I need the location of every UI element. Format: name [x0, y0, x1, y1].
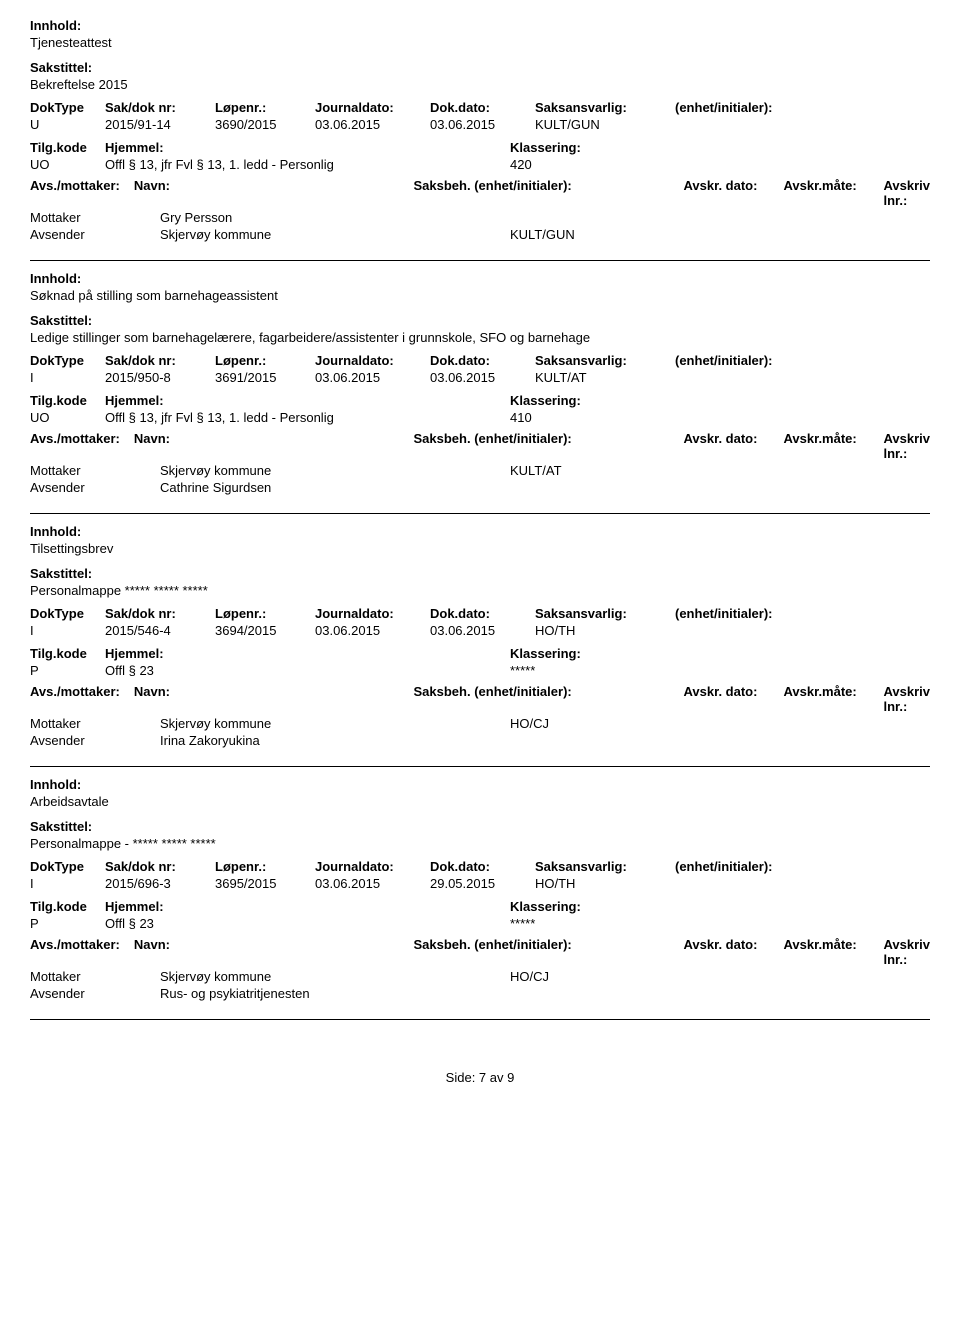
header-row: DokType Sak/dok nr: Løpenr.: Journaldato…	[30, 353, 930, 368]
hdr-avskrmate: Avskr.måte:	[784, 178, 884, 208]
hdr-enhet: (enhet/initialer):	[675, 100, 930, 115]
mottaker-row: Mottaker Skjervøy kommune HO/CJ	[30, 716, 930, 731]
avsender-row: Avsender Cathrine Sigurdsen	[30, 480, 930, 495]
separator	[30, 513, 930, 514]
avs-header: Avs./mottaker: Navn: Saksbeh. (enhet/ini…	[30, 431, 930, 461]
hdr-dokdato: Dok.dato:	[430, 100, 535, 115]
sakstittel-text: Personalmappe - ***** ***** *****	[30, 836, 930, 851]
journal-entry: Innhold: Arbeidsavtale Sakstittel: Perso…	[30, 777, 930, 1001]
journal-entry: Innhold: Søknad på stilling som barnehag…	[30, 271, 930, 495]
label-sakstittel: Sakstittel:	[30, 313, 930, 328]
tilg-data: P Offl § 23 *****	[30, 916, 930, 931]
lbl-avsender: Avsender	[30, 227, 160, 242]
mottaker-row: Mottaker Skjervøy kommune HO/CJ	[30, 969, 930, 984]
label-sakstittel: Sakstittel:	[30, 566, 930, 581]
mottaker-row: Mottaker Gry Persson	[30, 210, 930, 225]
hdr-journaldato: Journaldato:	[315, 100, 430, 115]
tilg-header: Tilg.kode Hjemmel: Klassering:	[30, 140, 930, 155]
innhold-text: Tilsettingsbrev	[30, 541, 930, 556]
avs-header: Avs./mottaker: Navn: Saksbeh. (enhet/ini…	[30, 178, 930, 208]
hdr-tilgkode: Tilg.kode	[30, 140, 105, 155]
header-row: DokType Sak/dok nr: Løpenr.: Journaldato…	[30, 859, 930, 874]
val-avsender-saksbeh: KULT/GUN	[510, 227, 930, 242]
page-footer: Side: 7 av 9	[30, 1070, 930, 1085]
mottaker-row: Mottaker Skjervøy kommune KULT/AT	[30, 463, 930, 478]
lbl-mottaker: Mottaker	[30, 210, 160, 225]
avs-header: Avs./mottaker: Navn: Saksbeh. (enhet/ini…	[30, 937, 930, 967]
avsender-row: Avsender Skjervøy kommune KULT/GUN	[30, 227, 930, 242]
avs-header: Avs./mottaker: Navn: Saksbeh. (enhet/ini…	[30, 684, 930, 714]
sakstittel-text: Bekreftelse 2015	[30, 77, 930, 92]
tilg-data: P Offl § 23 *****	[30, 663, 930, 678]
hdr-hjemmel: Hjemmel:	[105, 140, 510, 155]
label-innhold: Innhold:	[30, 777, 930, 792]
header-row: DokType Sak/dok nr: Løpenr.: Journaldato…	[30, 606, 930, 621]
label-innhold: Innhold:	[30, 271, 930, 286]
hdr-sakdoknr: Sak/dok nr:	[105, 100, 215, 115]
hdr-saksansvarlig: Saksansvarlig:	[535, 100, 675, 115]
innhold-text: Arbeidsavtale	[30, 794, 930, 809]
label-sakstittel: Sakstittel:	[30, 60, 930, 75]
val-klassering: 420	[510, 157, 930, 172]
sakstittel-text: Personalmappe ***** ***** *****	[30, 583, 930, 598]
innhold-text: Tjenesteattest	[30, 35, 930, 50]
data-row: U 2015/91-14 3690/2015 03.06.2015 03.06.…	[30, 117, 930, 132]
val-journaldato: 03.06.2015	[315, 117, 430, 132]
label-sakstittel: Sakstittel:	[30, 819, 930, 834]
sakstittel-text: Ledige stillinger som barnehagelærere, f…	[30, 330, 930, 345]
tilg-header: Tilg.kode Hjemmel: Klassering:	[30, 899, 930, 914]
hdr-klassering: Klassering:	[510, 140, 930, 155]
separator	[30, 260, 930, 261]
separator	[30, 766, 930, 767]
innhold-text: Søknad på stilling som barnehageassisten…	[30, 288, 930, 303]
journal-entry: Innhold: Tilsettingsbrev Sakstittel: Per…	[30, 524, 930, 748]
val-lopenr: 3690/2015	[215, 117, 315, 132]
hdr-navn: Navn:	[134, 178, 414, 208]
val-mottaker-saksbeh	[510, 210, 930, 225]
data-row: I 2015/546-4 3694/2015 03.06.2015 03.06.…	[30, 623, 930, 638]
val-dokdato: 03.06.2015	[430, 117, 535, 132]
val-saksansvarlig: KULT/GUN	[535, 117, 675, 132]
hdr-avskrdato: Avskr. dato:	[684, 178, 784, 208]
journal-entry: Innhold: Tjenesteattest Sakstittel: Bekr…	[30, 18, 930, 242]
avsender-row: Avsender Irina Zakoryukina	[30, 733, 930, 748]
data-row: I 2015/950-8 3691/2015 03.06.2015 03.06.…	[30, 370, 930, 385]
data-row: I 2015/696-3 3695/2015 03.06.2015 29.05.…	[30, 876, 930, 891]
val-avsender: Skjervøy kommune	[160, 227, 510, 242]
hdr-avskrivlnr: Avskriv lnr.:	[884, 178, 931, 208]
val-tilg: UO	[30, 157, 105, 172]
tilg-header: Tilg.kode Hjemmel: Klassering:	[30, 646, 930, 661]
hdr-saksbeh: Saksbeh.	[414, 178, 471, 193]
label-innhold: Innhold:	[30, 524, 930, 539]
val-mottaker: Gry Persson	[160, 210, 510, 225]
val-sakdoknr: 2015/91-14	[105, 117, 215, 132]
tilg-data: UO Offl § 13, jfr Fvl § 13, 1. ledd - Pe…	[30, 157, 930, 172]
hdr-lopenr: Løpenr.:	[215, 100, 315, 115]
tilg-data: UO Offl § 13, jfr Fvl § 13, 1. ledd - Pe…	[30, 410, 930, 425]
hdr-avsmottaker: Avs./mottaker:	[30, 178, 134, 208]
val-hjemmel: Offl § 13, jfr Fvl § 13, 1. ledd - Perso…	[105, 157, 510, 172]
tilg-header: Tilg.kode Hjemmel: Klassering:	[30, 393, 930, 408]
hdr-doktype: DokType	[30, 100, 105, 115]
val-doktype: U	[30, 117, 105, 132]
avsender-row: Avsender Rus- og psykiatritjenesten	[30, 986, 930, 1001]
hdr-saksbeh-enhet: (enhet/initialer):	[474, 178, 572, 193]
separator	[30, 1019, 930, 1020]
header-row: DokType Sak/dok nr: Løpenr.: Journaldato…	[30, 100, 930, 115]
label-innhold: Innhold:	[30, 18, 930, 33]
